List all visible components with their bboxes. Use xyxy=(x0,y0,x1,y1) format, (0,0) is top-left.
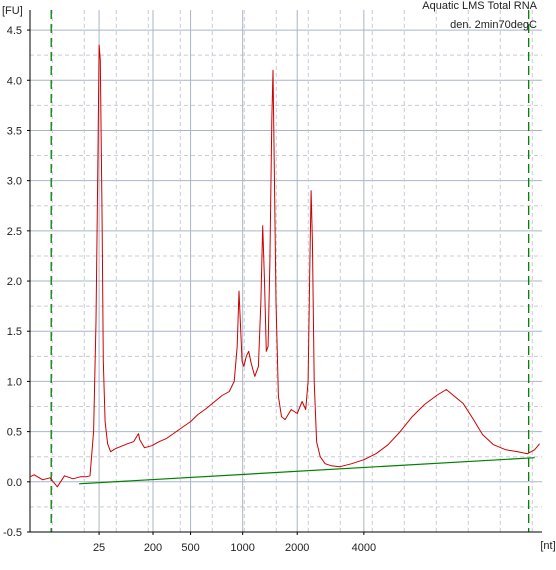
x-tick-label: 2000 xyxy=(285,542,309,554)
x-tick-labels: 25 200 500 1000 2000 4000 xyxy=(93,532,376,554)
x-tick-label: 4000 xyxy=(352,542,376,554)
y-tick-label: 2.5 xyxy=(7,226,22,238)
chart-title: Aquatic LMS Total RNA xyxy=(422,0,537,12)
y-tick-label: 3.0 xyxy=(7,176,22,188)
region-markers xyxy=(50,10,530,532)
y-tick-label: 1.0 xyxy=(7,376,22,388)
x-tick-label: 1000 xyxy=(230,542,254,554)
y-tick-label: 4.5 xyxy=(7,25,22,37)
grid xyxy=(30,10,542,533)
x-tick-label: 25 xyxy=(93,542,105,554)
y-tick-labels: 4.5 4.0 3.5 3.0 2.5 2.0 1.5 1.0 0.5 0.0 -0.5 xyxy=(3,25,30,539)
traces xyxy=(29,44,540,488)
baseline-line xyxy=(79,457,535,485)
y-tick-label: 0.0 xyxy=(7,477,22,489)
axes xyxy=(29,10,542,533)
y-axis-label: [FU] xyxy=(2,5,23,17)
y-tick-label: 1.5 xyxy=(7,326,22,338)
x-tick-label: 200 xyxy=(144,542,162,554)
y-tick-label: 0.5 xyxy=(7,427,22,439)
x-tick-label: 500 xyxy=(181,542,199,554)
y-tick-label: 4.0 xyxy=(7,75,22,87)
x-axis-label: [nt] xyxy=(540,540,555,552)
y-tick-label: 3.5 xyxy=(7,125,22,137)
chart-subtitle: den. 2min70degC xyxy=(450,19,537,31)
y-tick-label: -0.5 xyxy=(3,527,22,539)
electropherogram-line xyxy=(29,44,540,488)
y-tick-label: 2.0 xyxy=(7,276,22,288)
